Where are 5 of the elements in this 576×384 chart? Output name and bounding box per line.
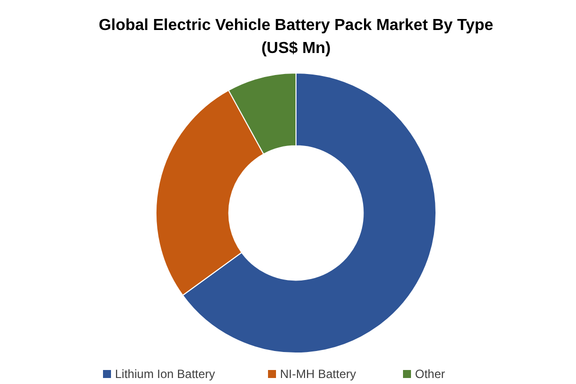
chart-subtitle: (US$ Mn) — [261, 40, 331, 57]
chart-title: Global Electric Vehicle Battery Pack Market By Type — [98, 17, 494, 34]
legend-label: NI-MH Battery — [280, 367, 356, 381]
legend-label: Other — [415, 367, 446, 381]
legend-label: Lithium Ion Battery — [115, 367, 216, 381]
